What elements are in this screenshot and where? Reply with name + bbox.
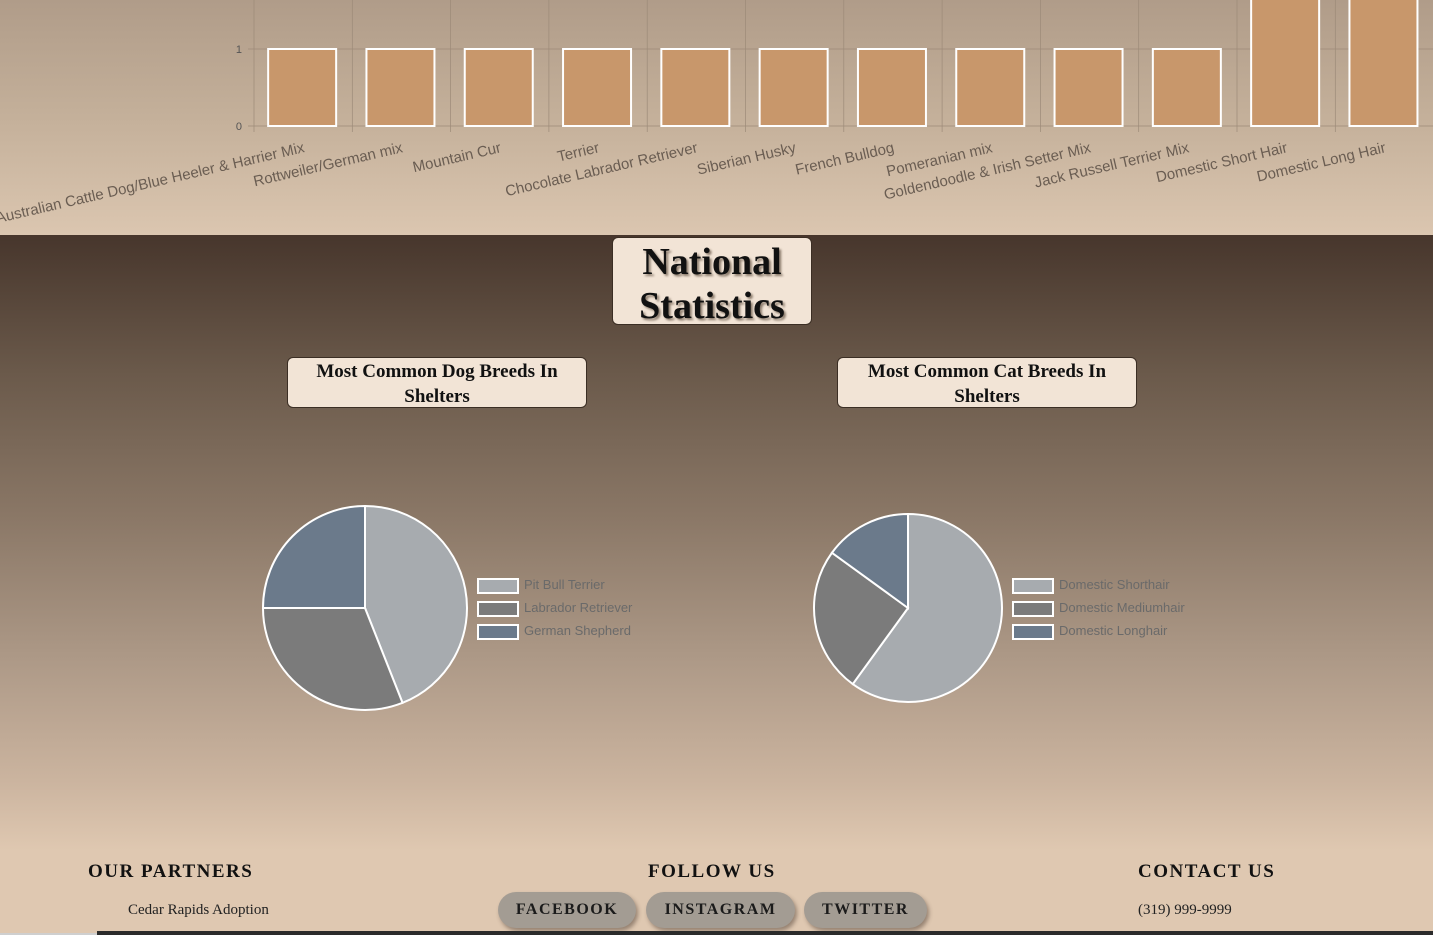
x-tick-label: Siberian Husky	[695, 139, 798, 178]
pie-slice	[261, 607, 404, 711]
bar	[267, 48, 338, 127]
bar	[856, 48, 927, 127]
bar	[562, 48, 633, 127]
legend-label: Labrador Retriever	[524, 600, 633, 615]
legend-label: German Shepherd	[524, 623, 631, 638]
legend-swatch	[477, 601, 519, 617]
legend-swatch	[1012, 601, 1054, 617]
dog-chart-title: Most Common Dog Breeds In Shelters	[287, 357, 587, 408]
dog-breeds-pie	[261, 504, 468, 711]
bar	[1250, 0, 1321, 127]
pie-slice	[830, 512, 909, 610]
national-statistics-section: National Statistics Most Common Dog Bree…	[0, 235, 1433, 935]
legend-swatch	[477, 624, 519, 640]
x-tick-label: Terrier	[556, 139, 601, 165]
follow-heading: FOLLOW US	[648, 861, 776, 882]
bar	[758, 48, 829, 127]
bar	[1348, 0, 1419, 127]
facebook-button[interactable]: FACEBOOK	[498, 892, 636, 928]
bar	[1053, 48, 1124, 127]
legend-label: Domestic Shorthair	[1059, 577, 1170, 592]
instagram-button[interactable]: INSTAGRAM	[646, 892, 795, 928]
twitter-button[interactable]: TWITTER	[804, 892, 927, 928]
legend-swatch	[1012, 624, 1054, 640]
legend-swatch	[1012, 578, 1054, 594]
bottom-bar-left	[0, 933, 97, 935]
cat-chart-title: Most Common Cat Breeds In Shelters	[837, 357, 1137, 408]
bar	[955, 48, 1026, 127]
pie-slice	[813, 551, 910, 686]
legend-label: Pit Bull Terrier	[524, 577, 605, 592]
cat-breeds-pie	[813, 512, 1003, 703]
pie-slice	[851, 512, 1003, 703]
local-breeds-bar-chart: 0 1 Australian Cattle Dog/Blue Heeler & Ha…	[0, 0, 1433, 235]
partner-link-cedar-rapids[interactable]: Cedar Rapids Adoption	[128, 902, 269, 918]
x-tick-label: Mountain Cur	[411, 139, 503, 176]
x-tick-label: Chocolate Labrador Retriever	[504, 139, 700, 200]
y-tick-label: 1	[236, 44, 242, 56]
x-tick-label: French Bulldog	[794, 139, 896, 178]
pie-slice	[261, 504, 366, 609]
bar	[660, 48, 731, 127]
legend-label: Domestic Mediumhair	[1059, 600, 1185, 615]
bar	[463, 48, 534, 127]
bar	[365, 48, 436, 127]
section-title: National Statistics	[612, 237, 812, 327]
legend-swatch	[477, 578, 519, 594]
contact-heading: CONTACT US	[1138, 861, 1276, 882]
y-tick-label: 0	[236, 121, 242, 133]
bottom-scroll-bar	[97, 931, 1433, 935]
bar	[1151, 48, 1222, 127]
contact-phone: (319) 999-9999	[1138, 902, 1232, 918]
legend-label: Domestic Longhair	[1059, 623, 1168, 638]
pie-slice	[364, 504, 468, 705]
partners-heading: OUR PARTNERS	[88, 861, 254, 882]
